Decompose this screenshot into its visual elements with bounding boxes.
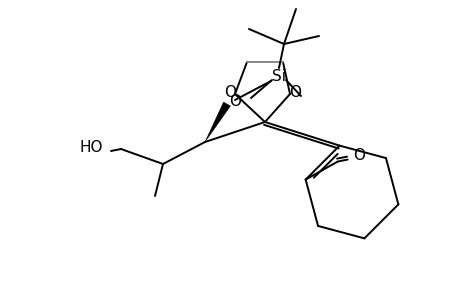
Text: O: O xyxy=(229,94,241,109)
Polygon shape xyxy=(205,102,230,142)
Text: O: O xyxy=(288,85,300,100)
Text: O: O xyxy=(224,85,235,100)
Text: Si: Si xyxy=(271,68,285,83)
Text: HO: HO xyxy=(79,140,102,154)
Text: O: O xyxy=(352,148,364,163)
